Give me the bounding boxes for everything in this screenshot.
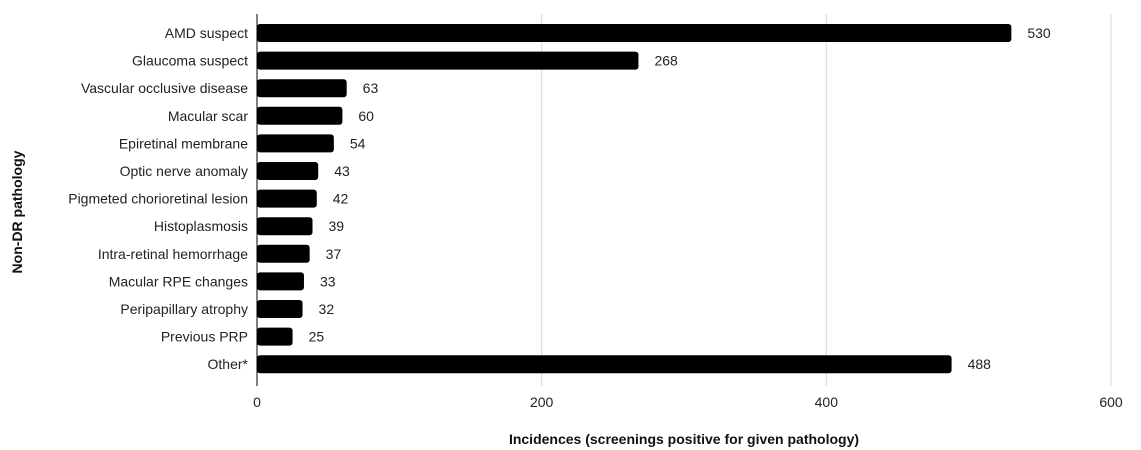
- value-label: 63: [363, 80, 379, 96]
- category-label: Previous PRP: [161, 329, 248, 345]
- bar: [257, 217, 313, 236]
- value-label: 43: [334, 163, 350, 179]
- bar: [257, 106, 343, 125]
- category-label: Epiretinal membrane: [119, 135, 248, 151]
- y-axis-title: Non-DR pathology: [9, 150, 25, 273]
- bar: [257, 300, 303, 318]
- bars: [257, 24, 1012, 374]
- category-label: Glaucoma suspect: [132, 53, 248, 69]
- gridlines: [256, 14, 1112, 386]
- bar: [257, 189, 317, 208]
- category-label: Intra-retinal hemorrhage: [98, 246, 248, 262]
- value-label: 25: [309, 329, 325, 345]
- value-label: 268: [654, 53, 678, 69]
- category-label: Macular scar: [168, 108, 248, 124]
- category-label: Vascular occlusive disease: [81, 80, 248, 96]
- bar: [257, 24, 1012, 42]
- bar: [257, 244, 310, 263]
- bar: [257, 162, 319, 180]
- bar: [257, 272, 304, 291]
- labels: 0 200 400 600 AMD suspect 530 Glaucoma suspect…: [68, 25, 1123, 410]
- value-label: 42: [333, 191, 349, 207]
- value-label: 37: [326, 246, 342, 262]
- category-label: Peripapillary atrophy: [120, 301, 248, 317]
- bar: [257, 355, 952, 374]
- x-tick-label: 0: [253, 394, 261, 410]
- category-label: Other*: [208, 356, 249, 372]
- x-tick-label: 400: [815, 394, 839, 410]
- value-label: 54: [350, 135, 366, 151]
- x-tick-label: 200: [530, 394, 554, 410]
- category-label: AMD suspect: [165, 25, 248, 41]
- category-label: Macular RPE changes: [109, 273, 248, 289]
- value-label: 530: [1027, 25, 1051, 41]
- x-tick-label: 600: [1099, 394, 1123, 410]
- value-label: 488: [968, 356, 992, 372]
- value-label: 33: [320, 273, 336, 289]
- value-label: 60: [358, 108, 374, 124]
- value-label: 39: [329, 218, 345, 234]
- category-label: Optic nerve anomaly: [120, 163, 248, 179]
- bar: [257, 79, 347, 98]
- category-label: Pigmeted chorioretinal lesion: [68, 191, 248, 207]
- bar: [257, 327, 293, 346]
- category-label: Histoplasmosis: [154, 218, 248, 234]
- bar: [257, 51, 639, 70]
- bar: [257, 134, 334, 153]
- value-label: 32: [319, 301, 335, 317]
- x-axis-title: Incidences (screenings positive for give…: [509, 431, 859, 447]
